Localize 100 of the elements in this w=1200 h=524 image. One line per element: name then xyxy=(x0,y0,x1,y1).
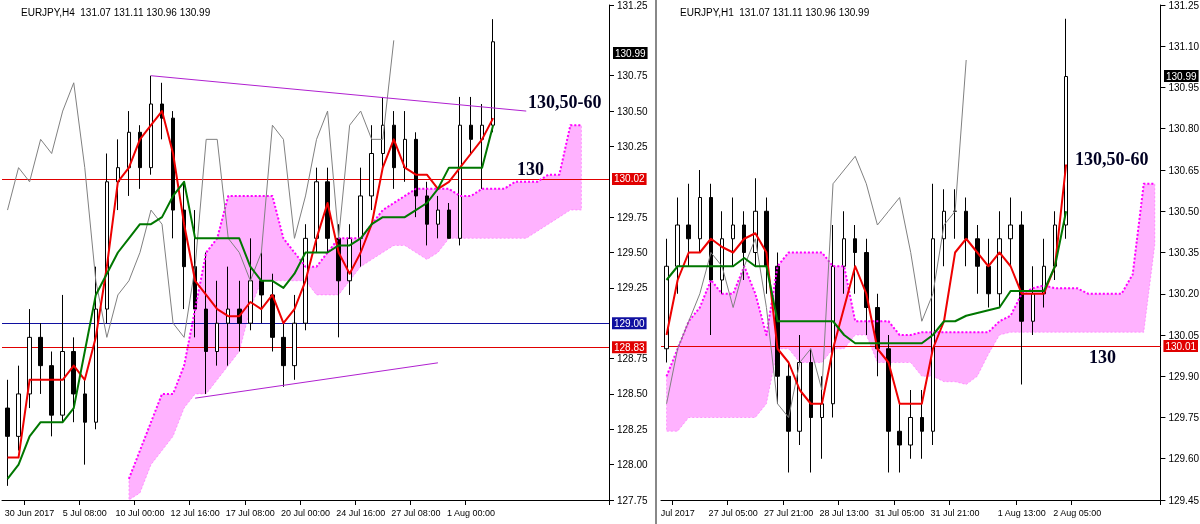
y-tick-label: 130.25 xyxy=(617,140,649,152)
y-tick-label: 130.80 xyxy=(1168,123,1200,135)
x-tick-label: 27 Jul 21:00 xyxy=(764,507,814,518)
text: 130.99 xyxy=(1166,70,1198,82)
candlestick xyxy=(138,124,142,190)
candlestick xyxy=(964,197,968,267)
candlestick xyxy=(469,96,473,154)
candlestick xyxy=(369,124,374,211)
y-tick-label: 131.10 xyxy=(1168,40,1200,52)
y-tick-label: 128.75 xyxy=(617,353,649,365)
candlestick xyxy=(226,266,230,367)
y-tick-label: 130.50 xyxy=(617,105,649,117)
x-tick-label: Jul 2017 xyxy=(660,507,695,518)
y-tick-label: 127.75 xyxy=(617,494,649,506)
y-tick-label: 128.25 xyxy=(617,423,649,435)
candlestick xyxy=(853,224,857,295)
annotation: 130 xyxy=(517,159,544,179)
x-tick-label: 1 Aug 13:00 xyxy=(997,507,1046,518)
candlestick xyxy=(127,110,131,197)
candlestick xyxy=(942,188,946,267)
y-tick-label: 131.25 xyxy=(617,0,649,11)
y-tick-label: 130.05 xyxy=(1168,329,1200,341)
candlestick xyxy=(842,210,846,295)
candlestick xyxy=(149,75,153,176)
line-series xyxy=(665,163,1068,405)
candlestick xyxy=(270,273,275,352)
y-tick-label: 129.45 xyxy=(1168,494,1200,506)
candlestick xyxy=(403,110,407,183)
candlestick xyxy=(215,280,219,367)
annotation: 130,50-60 xyxy=(528,92,602,112)
candlestick xyxy=(742,210,746,281)
y-tick-label: 129.50 xyxy=(617,247,649,258)
x-tick-label: 27 Jul 05:00 xyxy=(708,507,758,518)
x-tick-label: 20 Jul 00:00 xyxy=(280,507,331,518)
y-tick-label: 129.75 xyxy=(617,211,649,223)
candlestick xyxy=(953,188,957,240)
x-tick-label: 31 Jul 05:00 xyxy=(875,507,925,518)
candlestick xyxy=(292,294,297,381)
y-tick-label: 131.25 xyxy=(1168,0,1200,11)
candlestick xyxy=(358,167,363,268)
y-tick-label: 128.50 xyxy=(617,388,649,400)
candlestick xyxy=(820,375,824,460)
candlestick xyxy=(709,183,713,336)
y-tick-label: 129.90 xyxy=(1168,370,1200,382)
candlestick xyxy=(675,197,680,295)
y-tick-label: 130.75 xyxy=(617,70,649,82)
candlestick xyxy=(831,224,835,418)
candlestick xyxy=(908,389,913,460)
x-tick-label: 24 Jul 16:00 xyxy=(336,507,386,518)
candlestick xyxy=(49,351,54,437)
y-tick-label: 129.75 xyxy=(1168,412,1200,423)
y-tick-label: 129.25 xyxy=(617,282,649,294)
x-tick-label: 10 Jul 00:00 xyxy=(115,507,165,518)
y-tick-label: 130.50 xyxy=(1168,205,1200,217)
ref-line-label: 129.00 xyxy=(614,317,646,329)
x-tick-label: 30 Jun 2017 xyxy=(4,507,55,518)
candlestick xyxy=(447,202,451,239)
annotation: 130 xyxy=(1089,347,1116,367)
x-tick-label: 5 Jul 08:00 xyxy=(62,507,107,518)
candlestick xyxy=(425,181,429,246)
candlestick xyxy=(83,379,87,466)
y-tick-label: 130.95 xyxy=(1168,82,1200,93)
candlestick xyxy=(731,197,735,267)
candlestick xyxy=(414,131,418,218)
candlestick xyxy=(986,238,991,308)
annotation: 130,50-60 xyxy=(1075,149,1149,169)
candlestick xyxy=(71,336,76,423)
candlestick xyxy=(897,403,902,473)
x-tick-label: 28 Jul 13:00 xyxy=(819,507,869,518)
candlestick xyxy=(920,389,924,460)
y-tick-label: 130.65 xyxy=(1168,164,1200,176)
candlestick xyxy=(436,195,440,239)
candlestick xyxy=(1008,197,1013,267)
y-tick-label: 128.00 xyxy=(617,459,649,471)
x-tick-label: 12 Jul 16:00 xyxy=(170,507,220,518)
candlestick xyxy=(5,379,10,487)
candlestick xyxy=(314,167,319,253)
ref-line-label: 128.83 xyxy=(614,341,646,353)
candlestick xyxy=(786,362,791,473)
chart-title: EURJPY,H1 131.07 131.11 130.96 130.99 xyxy=(680,6,870,18)
line-series xyxy=(7,39,395,338)
candlestick xyxy=(1019,210,1024,385)
line-series xyxy=(665,182,1156,378)
x-tick-label: 2 Aug 05:00 xyxy=(1053,507,1102,518)
candlestick xyxy=(698,169,702,253)
line-series xyxy=(666,59,967,418)
chart-title: EURJPY,H4 131.07 131.11 130.96 130.99 xyxy=(21,6,211,18)
candlestick xyxy=(997,210,1002,308)
ref-line-label: 130.02 xyxy=(614,173,646,185)
y-tick-label: 130.20 xyxy=(1168,288,1200,300)
candlestick xyxy=(1064,18,1068,240)
candlestick xyxy=(686,183,691,267)
x-tick-label: 1 Aug 00:00 xyxy=(447,507,496,518)
candlestick xyxy=(797,334,802,446)
candlestick xyxy=(458,96,462,246)
candlestick xyxy=(809,348,813,473)
candlestick xyxy=(38,322,43,395)
candlestick xyxy=(204,252,208,395)
y-tick-label: 129.60 xyxy=(1168,453,1200,465)
candlestick xyxy=(480,103,484,190)
